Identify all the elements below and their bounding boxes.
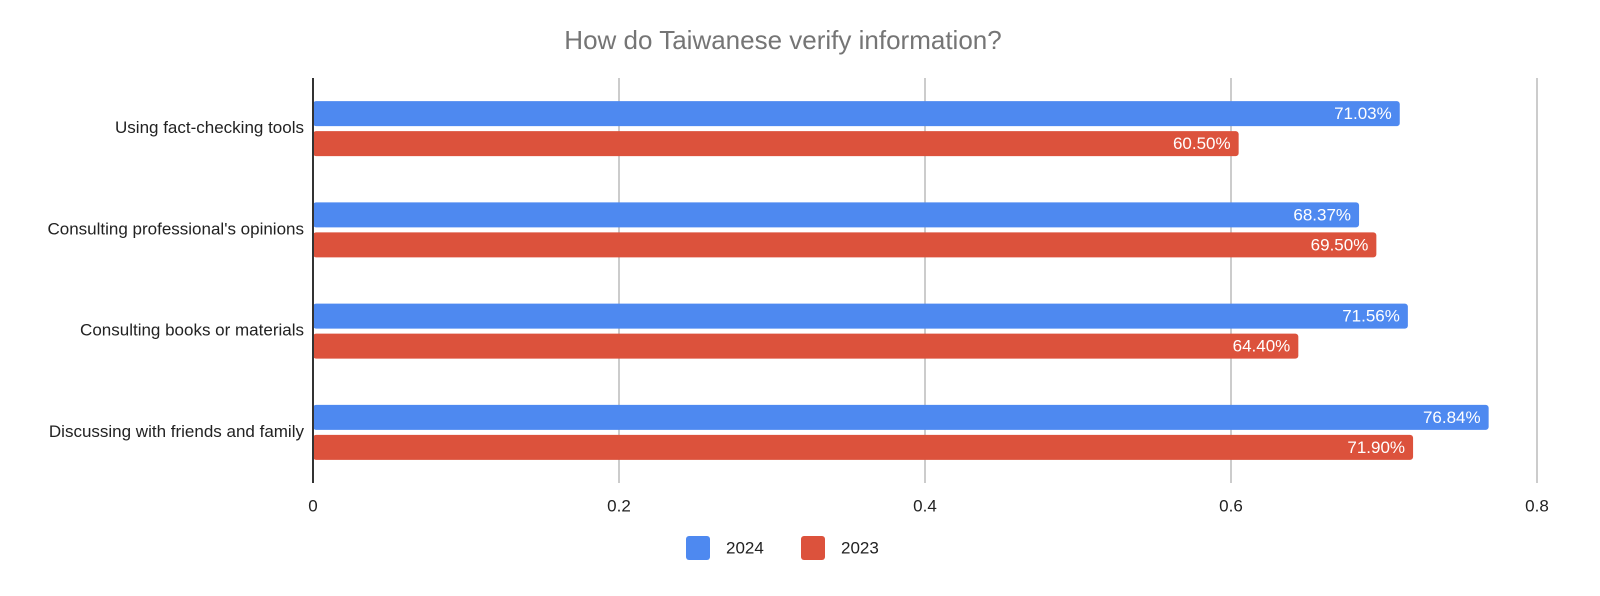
bar [313, 333, 1299, 359]
bar [313, 434, 1414, 460]
legend-label: 2023 [841, 538, 879, 557]
bar [313, 101, 1400, 127]
x-tick-label: 0 [308, 496, 317, 515]
value-label: 71.90% [1347, 438, 1405, 457]
x-tick-label: 0.6 [1219, 496, 1243, 515]
x-tick-label: 0.2 [607, 496, 631, 515]
bar [313, 202, 1360, 228]
x-tick-label: 0.4 [913, 496, 937, 515]
value-label: 69.50% [1311, 235, 1369, 254]
bar [313, 232, 1377, 258]
legend-label: 2024 [726, 538, 764, 557]
y-tick-label: Using fact-checking tools [115, 118, 304, 137]
value-label: 64.40% [1233, 337, 1291, 356]
y-tick-label: Discussing with friends and family [49, 422, 305, 441]
x-tick-label: 0.8 [1525, 496, 1549, 515]
bar [313, 303, 1408, 329]
value-label: 71.03% [1334, 104, 1392, 123]
legend-swatch [801, 536, 825, 560]
chart-title: How do Taiwanese verify information? [564, 25, 1001, 55]
legend-swatch [686, 536, 710, 560]
bar [313, 404, 1489, 430]
value-label: 71.56% [1342, 307, 1400, 326]
value-label: 76.84% [1423, 408, 1481, 427]
value-label: 68.37% [1293, 205, 1351, 224]
y-tick-label: Consulting professional's opinions [47, 219, 304, 238]
value-label: 60.50% [1173, 134, 1231, 153]
y-tick-label: Consulting books or materials [80, 321, 304, 340]
bar [313, 131, 1239, 157]
